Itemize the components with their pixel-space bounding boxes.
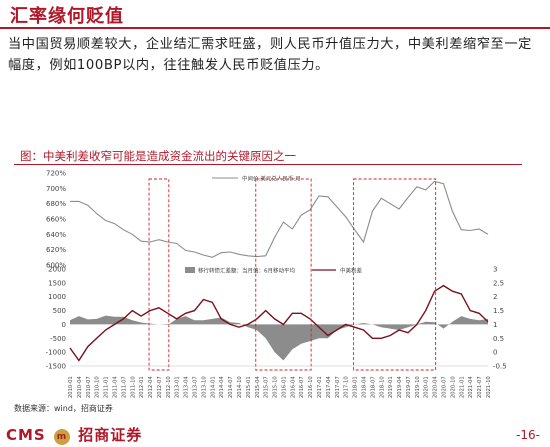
body-paragraph: 当中国贸易顺差较大，企业结汇需求旺盛，则人民币升值压力大，中美利差缩窄至一定幅度… (8, 37, 532, 73)
lower-left-y-tick-label: 1500 (48, 279, 66, 287)
lower-right-y-tick-label: 2 (493, 293, 497, 301)
upper-y-tick-label: 700% (46, 185, 66, 193)
upper-y-tick-label: 640% (46, 231, 66, 239)
x-tick-label: 2014-10 (237, 376, 243, 398)
spread-legend-label: 中美利差 (340, 267, 363, 275)
company-logo: CMS m 招商证券 (6, 424, 142, 445)
x-tick-label: 2015-07 (264, 376, 270, 398)
x-tick-label: 2020-04 (433, 376, 439, 398)
x-tick-label: 2021-04 (468, 376, 474, 398)
x-tick-label: 2021-07 (477, 376, 483, 398)
x-tick-label: 2018-04 (361, 376, 367, 398)
x-tick-label: 2018-01 (353, 376, 359, 398)
x-tick-label: 2017-10 (344, 376, 350, 398)
upper-legend-label: 中间价:美元兑人民币:月 (242, 175, 301, 183)
x-tick-label: 2015-10 (273, 376, 279, 398)
x-tick-label: 2020-01 (424, 376, 430, 398)
x-tick-label: 2016-07 (299, 376, 305, 398)
x-tick-label: 2020-10 (450, 376, 456, 398)
x-tick-label: 2016-01 (281, 376, 287, 398)
lower-left-y-tick-label: 500 (53, 307, 66, 315)
upper-y-tick-label: 660% (46, 216, 66, 224)
x-tick-label: 2019-10 (415, 376, 421, 398)
x-tick-label: 2013-10 (201, 376, 207, 398)
highlight-box (353, 178, 437, 371)
highlight-box (255, 178, 312, 371)
lower-right-y-tick-label: 0 (493, 349, 497, 357)
x-tick-label: 2014-01 (210, 376, 216, 398)
upper-y-tick-label: 620% (46, 246, 66, 254)
caption-rule (14, 164, 522, 165)
x-tick-label: 2011-04 (112, 376, 118, 398)
data-source: 数据来源：wind，招商证券 (14, 404, 113, 413)
x-tick-label: 2018-10 (379, 376, 385, 398)
highlight-box (148, 178, 170, 371)
x-tick-label: 2019-07 (406, 376, 412, 398)
lower-left-y-tick-label: 0 (62, 321, 66, 329)
lower-right-y-tick-label: 0.5 (493, 335, 504, 343)
x-tick-label: 2011-07 (121, 376, 127, 398)
x-tick-label: 2012-07 (157, 376, 163, 398)
lower-right-y-tick-label: 1.5 (493, 307, 504, 315)
x-tick-label: 2010-10 (95, 376, 101, 398)
x-tick-label: 2016-10 (308, 376, 314, 398)
x-tick-label: 2012-10 (166, 376, 172, 398)
x-tick-label: 2013-04 (184, 376, 190, 398)
logo-cms-text: CMS (6, 426, 46, 444)
figure-caption: 图：中美利差收窄可能是造成资金流出的关键原因之一 (20, 149, 296, 163)
x-tick-label: 2015-01 (246, 376, 252, 398)
x-tick-label: 2012-01 (139, 376, 145, 398)
x-tick-label: 2010-04 (77, 376, 83, 398)
lower-left-y-tick-label: 2000 (48, 266, 66, 274)
upper-series-line (70, 180, 489, 258)
x-tick-label: 2012-04 (148, 376, 154, 398)
lower-right-y-tick-label: 3 (493, 266, 497, 274)
x-tick-label: 2014-07 (228, 376, 234, 398)
x-tick-label: 2013-01 (175, 376, 181, 398)
x-tick-label: 2017-04 (326, 376, 332, 398)
x-tick-label: 2017-07 (335, 376, 341, 398)
x-tick-label: 2015-04 (255, 376, 261, 398)
lower-left-y-tick-label: -1000 (46, 349, 66, 357)
spread-series-line (69, 284, 489, 362)
x-tick-label: 2011-10 (130, 376, 136, 398)
x-tick-label: 2014-04 (219, 376, 225, 398)
x-tick-label: 2010-01 (68, 376, 74, 398)
area-series-fill (70, 315, 488, 361)
x-tick-label: 2016-04 (290, 376, 296, 398)
x-tick-label: 2021-01 (459, 376, 465, 398)
area-legend-swatch (185, 267, 195, 273)
lower-left-y-tick-label: -1500 (46, 363, 66, 371)
x-tick-label: 2017-01 (317, 376, 323, 398)
upper-y-tick-label: 600% (46, 262, 66, 270)
logo-badge-icon: m (53, 429, 70, 445)
page-title: 汇率缘何贬值 (10, 6, 124, 27)
upper-y-tick-label: 720% (46, 170, 66, 178)
x-tick-label: 2019-04 (397, 376, 403, 398)
lower-right-y-tick-label: 1 (493, 321, 497, 329)
upper-y-tick-label: 680% (46, 200, 66, 208)
title-rule (0, 27, 550, 29)
x-tick-label: 2018-07 (370, 376, 376, 398)
x-tick-label: 2011-01 (104, 376, 110, 398)
lower-left-y-tick-label: 1000 (48, 293, 66, 301)
area-legend-label: 移行转债汇差额：当月值：6月移动平均 (198, 267, 296, 275)
lower-right-y-tick-label: -0.5 (493, 363, 507, 371)
logo-company-name: 招商证券 (78, 426, 143, 444)
x-tick-label: 2010-07 (86, 376, 92, 398)
lower-right-y-tick-label: 2.5 (493, 279, 504, 287)
x-tick-label: 2021-10 (486, 376, 492, 398)
x-tick-label: 2020-07 (442, 376, 448, 398)
page-number: -16- (516, 428, 540, 442)
x-tick-label: 2019-01 (388, 376, 394, 398)
lower-left-y-tick-label: -500 (50, 335, 66, 343)
x-tick-label: 2013-07 (193, 376, 199, 398)
